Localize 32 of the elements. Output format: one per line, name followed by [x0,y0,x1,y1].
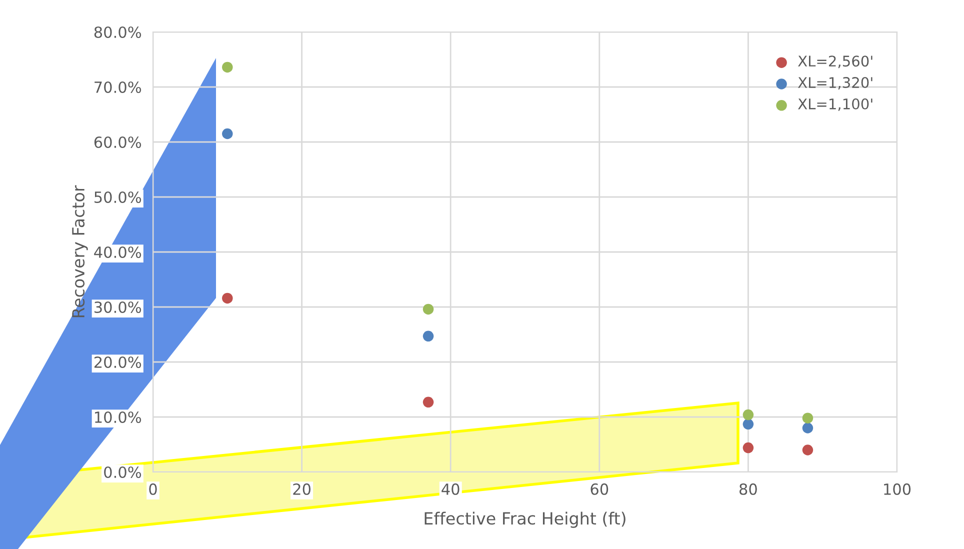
y-axis-title: Recovery Factor [72,185,88,318]
point [742,418,754,430]
point [222,62,233,73]
legend-label: XL=2,560' [798,56,872,68]
y-tick-label: 30.0% [94,301,142,314]
point [802,422,814,434]
legend-label: XL=1,320' [798,76,872,90]
point [422,304,434,315]
point [222,128,233,140]
x-tick-label: 100 [884,483,911,495]
y-tick-label: 50.0% [94,191,142,204]
point [802,444,814,456]
y-tick-label: 10.0% [95,411,142,424]
x-tick-label: 80 [740,483,757,495]
point [742,409,754,420]
y-tick-label: 70.0% [94,81,142,94]
point [802,412,814,424]
y-tick-label: 40.0% [94,246,142,258]
x-tick-label: 20 [293,483,311,495]
x-tick-label: 40 [442,483,460,495]
y-tick-label: 20.0% [94,356,142,368]
legend-label: XL=1,100' [798,98,872,111]
x-axis-title: Effective Frac Height (ft) [424,512,626,528]
point [422,330,434,342]
point [222,292,233,304]
y-tick-label: 60.0% [94,136,142,148]
y-tick-label: 80.0% [94,26,142,38]
x-tick-label: 60 [590,483,608,495]
point [422,396,434,408]
point [742,442,754,454]
y-tick-label: 0.0% [104,466,142,478]
x-tick-label: 0 [149,483,157,495]
